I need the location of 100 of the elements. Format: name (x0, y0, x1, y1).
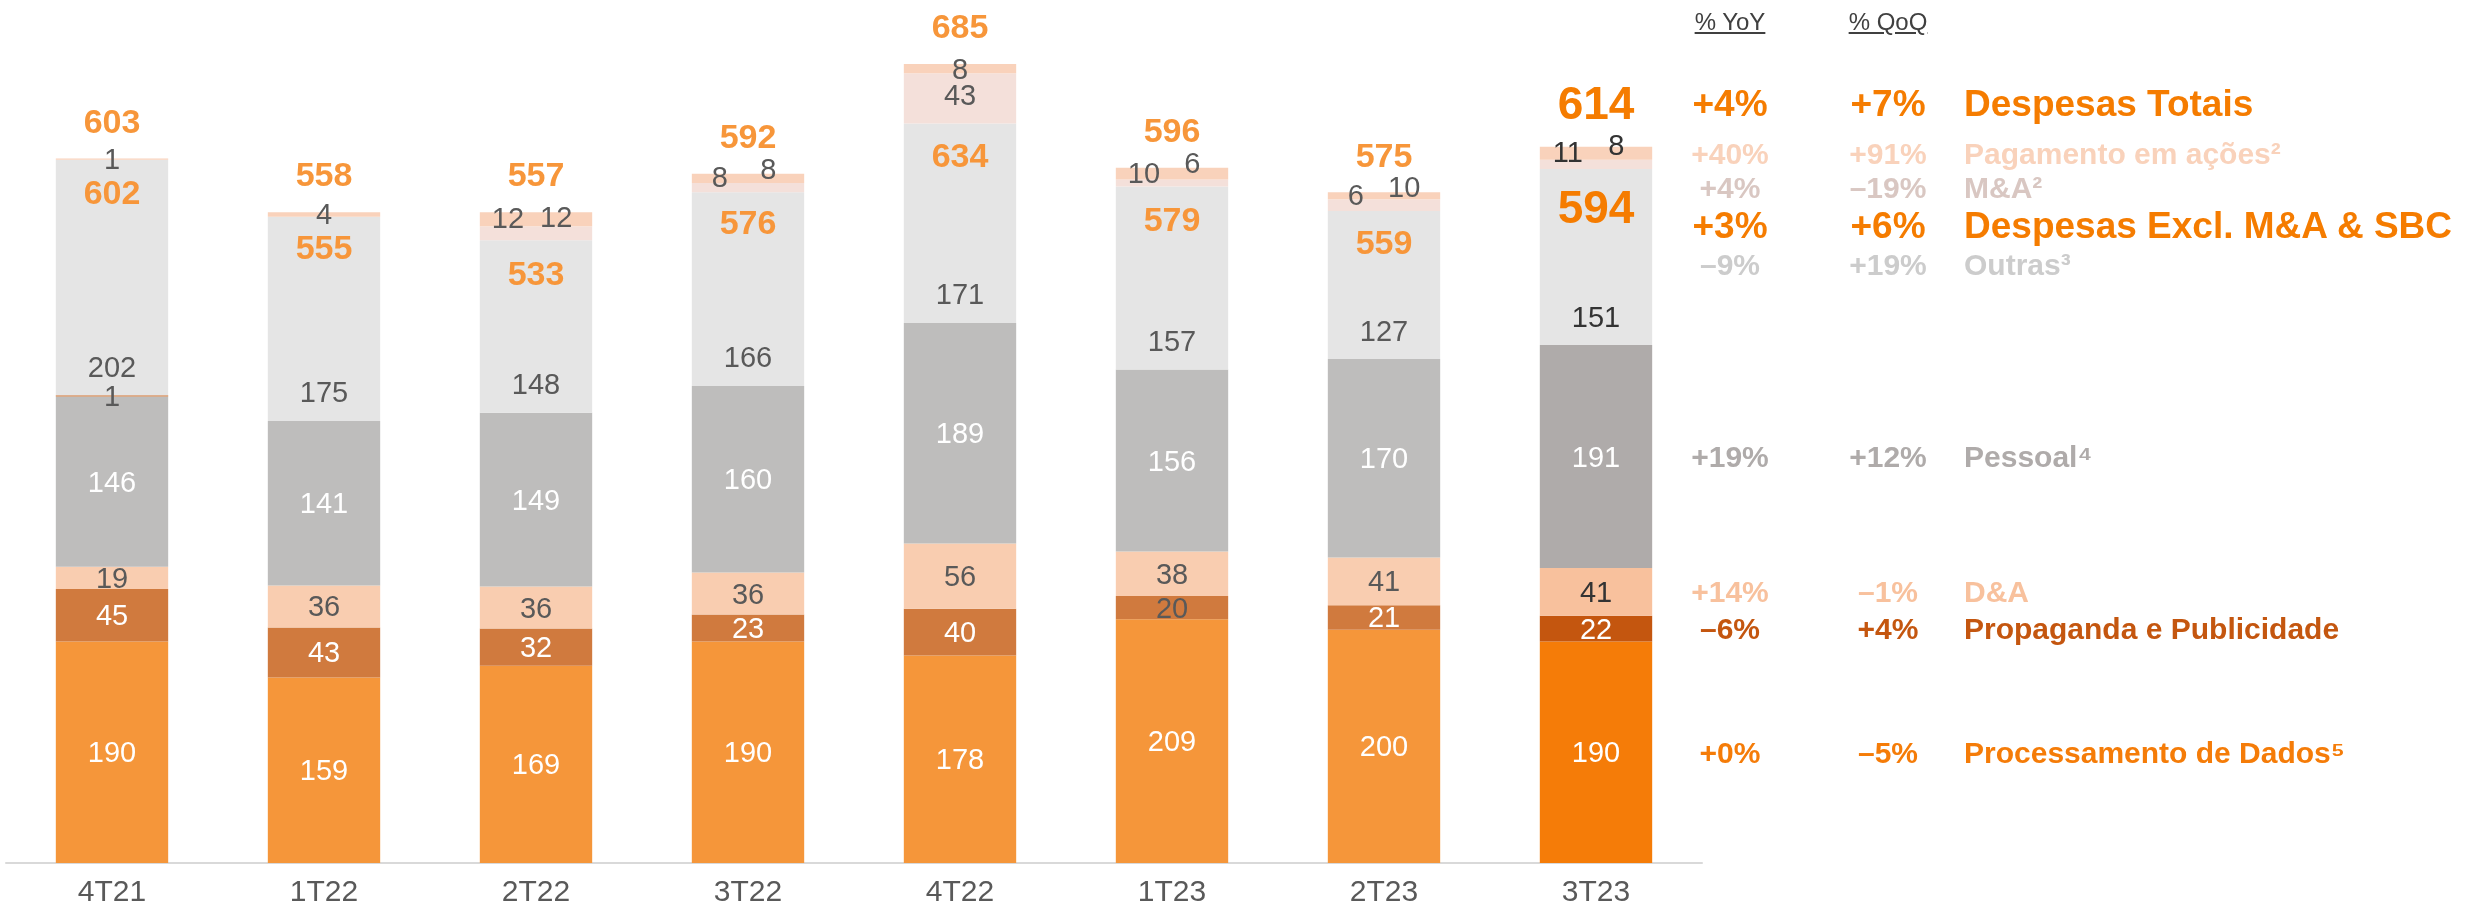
data-label: 151 (1571, 300, 1621, 333)
bar (267, 585, 381, 628)
annotation: 634 (931, 135, 989, 174)
annotation: 533 (507, 253, 565, 292)
annotation: +4% (1699, 171, 1761, 205)
data-label: 20 (1155, 591, 1189, 624)
bar (479, 412, 593, 587)
bar (479, 665, 593, 863)
bar (1327, 557, 1441, 606)
annotation: +40% (1691, 136, 1769, 170)
data-label: 41 (1367, 565, 1401, 598)
text: Despesas Excl. M&A & SBC (1964, 204, 2453, 246)
data-label: 127 (1359, 314, 1409, 347)
data-label: 160 (723, 463, 773, 496)
data-label: 190 (87, 736, 137, 769)
data-label: 191 (1571, 440, 1621, 473)
total-label: 614 (1557, 76, 1635, 129)
bar (55, 588, 169, 642)
data-label: 169 (511, 748, 561, 781)
text: Pessoal⁴ (1964, 440, 2093, 473)
data-label: 23 (731, 611, 765, 644)
data-label: 8 (711, 161, 728, 194)
bar (1327, 605, 1441, 630)
data-label: 141 (299, 487, 349, 520)
bar (267, 677, 381, 863)
text: Despesas Totais (1964, 83, 2254, 125)
text: +7% (1850, 83, 1926, 125)
annotation: +14% (1691, 575, 1769, 609)
data-label: 56 (943, 560, 977, 593)
text: –19% (1849, 171, 1927, 205)
bar (903, 543, 1017, 609)
bar (479, 586, 593, 629)
annotation: 579 (1143, 199, 1201, 238)
bar (1539, 567, 1653, 616)
annotation: –6% (1699, 612, 1761, 646)
text: M&A² (1964, 171, 2043, 205)
bar (1539, 641, 1653, 863)
bar (1539, 168, 1653, 346)
bar (903, 322, 1017, 544)
data-label: 41 (1579, 575, 1613, 608)
data-label: 190 (1571, 736, 1621, 769)
data-label: 209 (1147, 725, 1197, 758)
text: Propaganda e Publicidade (1964, 612, 2340, 646)
annotation: +4% (1692, 83, 1768, 125)
data-label: 200 (1359, 730, 1409, 763)
bar (903, 655, 1017, 863)
data-label: 166 (723, 341, 773, 374)
data-label: 1 (103, 143, 121, 176)
annotation: 602 (83, 173, 141, 212)
text: +12% (1849, 440, 1927, 473)
data-label: 36 (731, 577, 765, 610)
data-label: 43 (307, 636, 341, 669)
total-label: 603 (83, 101, 141, 140)
bar (1115, 186, 1229, 370)
annotation: +3% (1692, 204, 1768, 246)
data-label: 45 (95, 599, 129, 632)
x-tick-label: 2T23 (1349, 873, 1419, 905)
data-label: 146 (87, 465, 137, 498)
x-tick-label: 4T21 (77, 873, 147, 905)
bar (903, 123, 1017, 323)
data-label: 6 (1347, 178, 1364, 211)
text: Pagamento em ações² (1964, 136, 2281, 170)
data-label: 22 (1579, 612, 1613, 645)
data-label: 149 (511, 483, 561, 516)
annotation: +19% (1691, 440, 1769, 473)
bar (479, 226, 593, 241)
bar (479, 240, 593, 413)
bar (1327, 210, 1441, 360)
bar (1115, 551, 1229, 596)
total-label: 685 (931, 7, 989, 46)
data-label: 156 (1147, 444, 1197, 477)
data-label: 38 (1155, 557, 1189, 590)
data-label: 36 (307, 590, 341, 623)
data-label: 178 (935, 743, 985, 776)
x-tick-label: 4T22 (925, 873, 995, 905)
x-tick-label: 1T22 (289, 873, 359, 905)
bar (691, 641, 805, 863)
data-label: 21 (1367, 601, 1401, 634)
data-label: 148 (511, 368, 561, 401)
data-label: 8 (1608, 129, 1625, 162)
data-label: 19 (95, 561, 129, 594)
bar (1327, 359, 1441, 558)
x-tick-label: 3T22 (713, 873, 783, 905)
text: +6% (1850, 204, 1926, 246)
text: Processamento de Dados⁵ (1964, 735, 2345, 769)
data-label: 175 (299, 376, 349, 409)
bar (691, 192, 805, 386)
data-label: 157 (1147, 325, 1197, 358)
total-label: 575 (1355, 135, 1413, 174)
data-label: 189 (935, 417, 985, 450)
bar (691, 572, 805, 615)
x-tick-label: 2T22 (501, 873, 571, 905)
bar (1539, 345, 1653, 568)
annotation: 594 (1557, 180, 1635, 233)
data-label: 171 (935, 278, 985, 311)
data-label: 8 (760, 152, 777, 185)
bar (1115, 369, 1229, 552)
x-tick-label: 3T23 (1561, 873, 1631, 905)
data-label: 11 (1552, 136, 1583, 169)
total-label: 592 (719, 116, 777, 155)
